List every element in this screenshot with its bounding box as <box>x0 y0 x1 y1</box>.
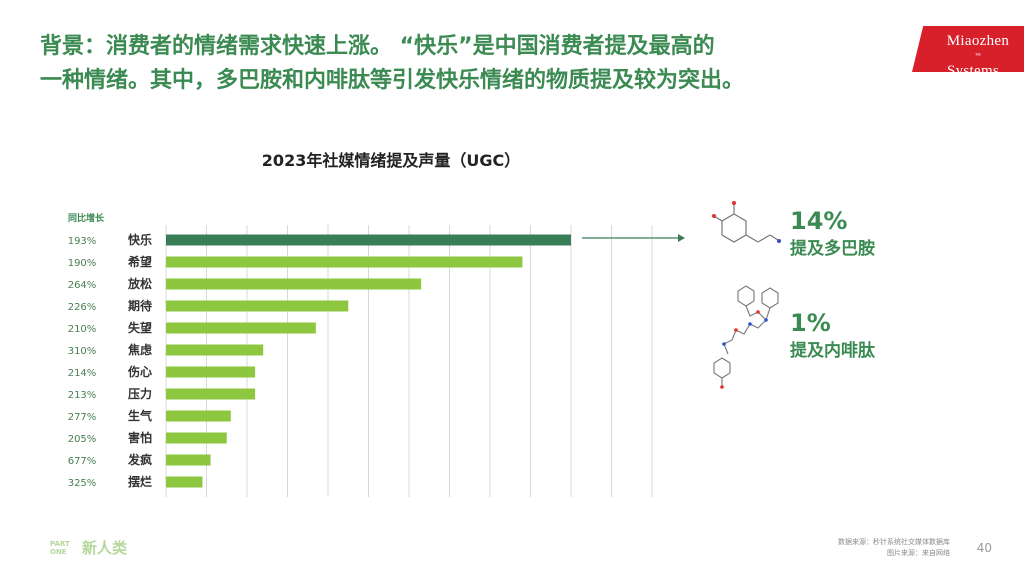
growth-label: 214% <box>68 368 97 379</box>
chart-bars <box>166 234 571 488</box>
logo-line-1: Miaozhen <box>946 33 1010 49</box>
chart-gridlines <box>165 225 653 497</box>
category-label: 伤心 <box>127 364 152 379</box>
bar-8 <box>166 388 256 400</box>
bar-11 <box>166 454 211 466</box>
footer-source-line-2: 图片来源：来自网络 <box>887 549 950 557</box>
endorphin-callout: 1% 提及内啡肽 <box>790 308 875 364</box>
growth-label: 210% <box>68 324 97 335</box>
miaozhen-logo: Miaozhen ™ Systems <box>912 26 1024 72</box>
growth-label: 213% <box>68 390 97 401</box>
growth-label: 277% <box>68 412 97 423</box>
bar-2 <box>166 256 523 268</box>
bar-1 <box>166 234 571 246</box>
bar-10 <box>166 432 227 444</box>
chart-title: 2023年社媒情绪提及声量（UGC） <box>262 151 520 170</box>
dopamine-callout: 14% 提及多巴胺 <box>790 206 875 262</box>
growth-label: 205% <box>68 434 97 445</box>
chart-labels: 快乐 193% 希望 190% 放松 264% 期待 226% 失望 210% 焦虑 310% 伤心 21… <box>68 232 152 489</box>
dopamine-percent: 14% <box>790 207 848 235</box>
endorphin-molecule-icon <box>713 285 779 389</box>
category-label: 压力 <box>128 386 152 401</box>
callout-arrow <box>582 234 685 242</box>
bar-3 <box>166 278 422 290</box>
category-label: 放松 <box>127 276 152 291</box>
category-label: 焦虑 <box>127 342 152 357</box>
growth-label: 264% <box>68 280 97 291</box>
growth-label: 677% <box>68 456 97 467</box>
category-label: 期待 <box>128 298 152 313</box>
headline-line-1: 背景：消费者的情绪需求快速上涨。 “快乐”是中国消费者提及最高的 <box>40 34 715 59</box>
bar-7 <box>166 366 256 378</box>
growth-label: 325% <box>68 478 97 489</box>
category-label: 失望 <box>128 320 152 335</box>
footer-brand: 新人类 <box>82 539 128 557</box>
category-label: 摆烂 <box>128 474 152 489</box>
growth-label: 190% <box>68 258 97 269</box>
logo-line-2: Systems <box>946 63 1000 79</box>
category-label: 希望 <box>127 254 152 269</box>
growth-label: 310% <box>68 346 97 357</box>
growth-label: 193% <box>68 236 97 247</box>
bar-9 <box>166 410 231 422</box>
footer-part-line-1: PART <box>50 540 70 548</box>
bar-5 <box>166 322 316 334</box>
bar-4 <box>166 300 349 312</box>
footer-source: 数据来源：秒针系统社交媒体数据库 图片来源：来自网络 <box>838 537 950 559</box>
endorphin-percent: 1% <box>790 309 831 337</box>
category-label: 快乐 <box>128 232 152 247</box>
growth-header: 同比增长 <box>68 212 105 224</box>
footer-part-line-2: ONE <box>50 548 67 556</box>
logo-trademark: ™ <box>974 53 982 59</box>
page-number: 40 <box>976 541 992 555</box>
footer-part-label: PART ONE <box>50 540 70 556</box>
footer-source-line-1: 数据来源：秒针系统社交媒体数据库 <box>838 538 950 546</box>
category-label: 生气 <box>128 408 152 423</box>
bar-6 <box>166 344 264 356</box>
headline: 背景：消费者的情绪需求快速上涨。 “快乐”是中国消费者提及最高的 一种情绪。其中… <box>40 30 900 98</box>
endorphin-label: 提及内啡肽 <box>790 341 875 361</box>
bar-12 <box>166 476 203 488</box>
growth-label: 226% <box>68 302 97 313</box>
dopamine-molecule-icon <box>712 201 781 243</box>
category-label: 害怕 <box>128 430 152 445</box>
dopamine-label: 提及多巴胺 <box>790 239 875 259</box>
category-label: 发疯 <box>127 452 152 467</box>
headline-line-2: 一种情绪。其中，多巴胺和内啡肽等引发快乐情绪的物质提及较为突出。 <box>40 68 745 93</box>
